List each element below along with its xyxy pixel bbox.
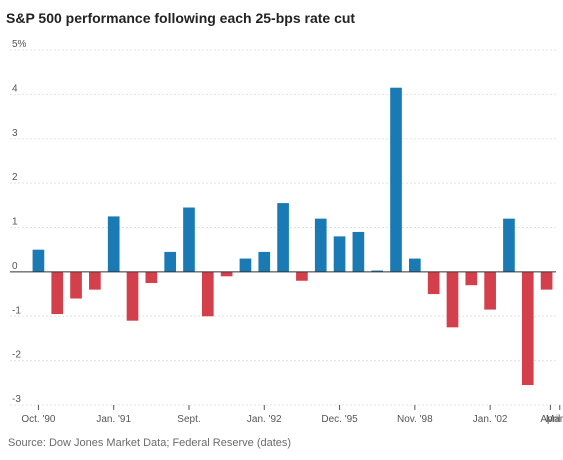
y-tick-label: 5% xyxy=(12,39,27,50)
bar xyxy=(390,87,402,272)
bar xyxy=(296,271,308,281)
bar xyxy=(32,249,45,272)
y-tick-label: 1 xyxy=(12,217,18,228)
y-tick-label: -2 xyxy=(12,350,21,361)
x-tick-label: Jan. '91 xyxy=(96,414,131,425)
bar xyxy=(409,258,421,272)
bar xyxy=(484,271,496,310)
bar xyxy=(540,271,553,290)
y-axis-labels: 5% 4 3 2 1 0 -1 -2 -3 xyxy=(12,39,27,405)
y-tick-label: 3 xyxy=(12,128,18,139)
y-tick-label: -3 xyxy=(12,394,21,405)
bar xyxy=(333,236,346,272)
x-tick-label: April xyxy=(540,414,560,425)
bar xyxy=(352,231,365,272)
x-tick-label: Oct. '90 xyxy=(21,414,56,425)
x-axis-ticks xyxy=(37,405,561,410)
chart-title: S&P 500 performance following each 25-bp… xyxy=(6,10,356,26)
bar xyxy=(521,271,534,386)
bar xyxy=(465,271,478,286)
bar xyxy=(145,271,158,283)
bar xyxy=(107,216,120,272)
bars xyxy=(32,87,553,386)
y-tick-label: 0 xyxy=(12,261,18,272)
x-tick-label: March xyxy=(546,414,563,425)
bar xyxy=(51,271,64,315)
bar xyxy=(503,218,515,272)
bar xyxy=(183,207,195,272)
y-tick-label: 4 xyxy=(12,83,18,94)
x-tick-label: Jan. '92 xyxy=(247,414,282,425)
y-tick-label: 2 xyxy=(12,172,18,183)
x-tick-label: Jan. '02 xyxy=(473,414,508,425)
bar xyxy=(220,271,233,277)
bar xyxy=(164,251,176,272)
bar xyxy=(239,258,252,272)
bar xyxy=(371,270,384,272)
bar xyxy=(89,271,101,290)
x-tick-label: Nov. '98 xyxy=(397,414,433,425)
bar xyxy=(70,271,82,299)
bar xyxy=(277,203,289,272)
bar xyxy=(446,271,459,328)
x-tick-label: Dec. '95 xyxy=(321,414,358,425)
bar xyxy=(126,271,139,321)
x-axis-labels: Oct. '90 Jan. '91 Sept. Jan. '92 Dec. '95 Nov… xyxy=(21,414,563,425)
y-tick-label: -1 xyxy=(12,305,21,316)
source-note: Source: Dow Jones Market Data; Federal R… xyxy=(8,437,292,449)
bar xyxy=(258,251,271,272)
bar xyxy=(427,271,440,295)
bar xyxy=(314,218,327,272)
bar xyxy=(201,271,214,317)
x-tick-label: Sept. xyxy=(177,414,200,425)
